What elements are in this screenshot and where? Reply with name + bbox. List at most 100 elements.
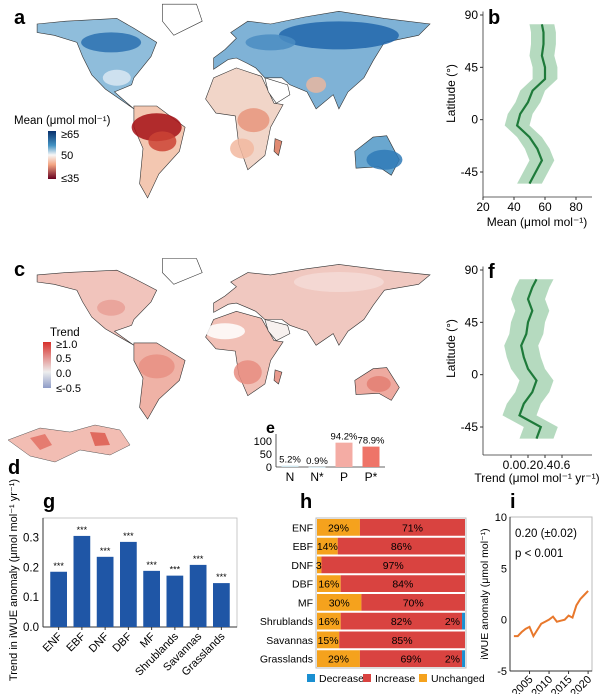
panel-label-c: c [14,259,25,281]
map-region [102,69,131,86]
g-significance: *** [216,572,227,582]
e-bar-P* [362,446,380,467]
iwue-anomaly-line [513,590,589,639]
g-significance: *** [170,565,181,575]
g-bar-shrublands [166,575,184,627]
i-ytick-label: 5 [501,563,507,575]
g-bar-mf [143,570,160,627]
h-segment-label: 15% [318,635,339,647]
panel-label-f: f [488,261,495,283]
uncertainty-band [502,279,558,439]
g-ytick-label: 0.0 [23,622,39,634]
g-bar-enf [50,571,67,627]
legend-mean-tick: ≤35 [61,173,79,185]
panel-label-b: b [488,7,500,29]
plot-frame [509,516,593,672]
h-category-label: EBF [293,541,313,553]
e-bar-N* [308,466,326,468]
xtick-label: 0.0 [503,458,520,472]
h-category-label: Grasslands [260,654,313,666]
continent-madagascar [273,138,283,157]
g-ytick-label: 0.2 [23,562,39,574]
g-bar-grasslands [213,583,230,627]
e-ytick-label: 50 [260,449,272,461]
legend-mean: Mean (μmol mol⁻¹) ≥65 50 ≤35 [14,115,111,185]
i-ytick-label: 10 [495,512,507,524]
ytick-label: 90 [465,8,479,22]
h-segment-increase [359,519,465,536]
g-xtick-label: DBF [110,630,134,654]
map-trend-iwue [36,258,431,420]
e-bar-label: 94.2% [331,432,358,443]
trend-annotation: 0.20 (±0.02) [515,528,577,540]
h-segment-label: 86% [391,541,412,553]
h-segment-unchanged [317,631,340,649]
ytick-label: 0 [471,368,478,382]
g-significance: *** [123,531,134,541]
continent-north-america [36,269,158,346]
legend-mean-tick: 50 [61,150,73,162]
inset-map-d [7,424,131,463]
legend-trend-title: Trend [50,327,80,339]
map-region [278,21,399,50]
g-bar-dnf [96,556,114,627]
legend-label-unchanged: Unchanged [431,673,485,685]
xtick-label: 80 [569,200,583,214]
h-category-label: Savannas [266,635,313,647]
ytick-label: -45 [461,420,479,434]
g-bar-savannas [189,564,207,627]
h-segment-decrease [462,650,465,667]
ytick-label: 45 [465,60,479,74]
h-segment-decrease [462,612,465,630]
h-category-label: DBF [292,579,313,591]
h-category-label: MF [298,597,313,609]
g-xtick-label: DNF [87,630,112,655]
h-segment-label: 85% [392,635,413,647]
y-axis-title: Latitude (°) [444,319,458,378]
xtick-label: 40 [507,200,521,214]
legend-trend-colorbar [43,342,51,388]
h-segment-unchanged [317,556,322,574]
xtick-label: 0.2 [520,458,537,472]
p-value-annotation: p < 0.001 [515,548,563,560]
h-segment-label: 30% [329,597,350,609]
h-segment-increase [337,537,465,555]
h-segment-label: 2% [445,616,460,628]
continent-arabia [264,77,291,104]
h-category-label: DNF [291,560,313,572]
h-segment-label: 70% [403,597,424,609]
g-bar-dbf [120,541,137,627]
e-bar-label: 0.9% [306,456,328,467]
h-segment-increase [340,612,463,630]
h-segment-label: 29% [328,522,349,534]
continent-greenland [162,3,203,36]
h-segment-increase [340,575,465,592]
panel-label-d: d [8,457,20,479]
e-bar-P [335,442,353,467]
h-segment-increase [321,556,465,574]
map-region [237,108,270,133]
i-ytick-label: 0 [501,615,507,627]
panel-label-e: e [266,420,275,437]
map-region [138,354,175,379]
continent-north-america [36,18,158,110]
legend-trend-tick: ≤-0.5 [56,383,81,395]
g-bar-ebf [73,535,91,627]
map-region [293,271,384,292]
map-region [30,434,52,450]
legend-label-decrease: Decrease [319,673,364,685]
map-region [148,131,177,152]
ytick-label: -45 [461,165,479,179]
y-axis-title: iWUE anomaly (μmol mol⁻¹) [479,528,491,659]
map-region [233,360,262,385]
map-region [366,375,391,392]
h-segment-unchanged [317,537,338,555]
legend-label-increase: Increase [375,673,415,685]
xtick-label: 60 [538,200,552,214]
continent-south-america [133,342,186,420]
y-axis-title: Trend in iWUE anomaly (μmol mol⁻¹ yr⁻¹) [8,479,20,681]
h-category-label: Shrublands [260,616,313,628]
